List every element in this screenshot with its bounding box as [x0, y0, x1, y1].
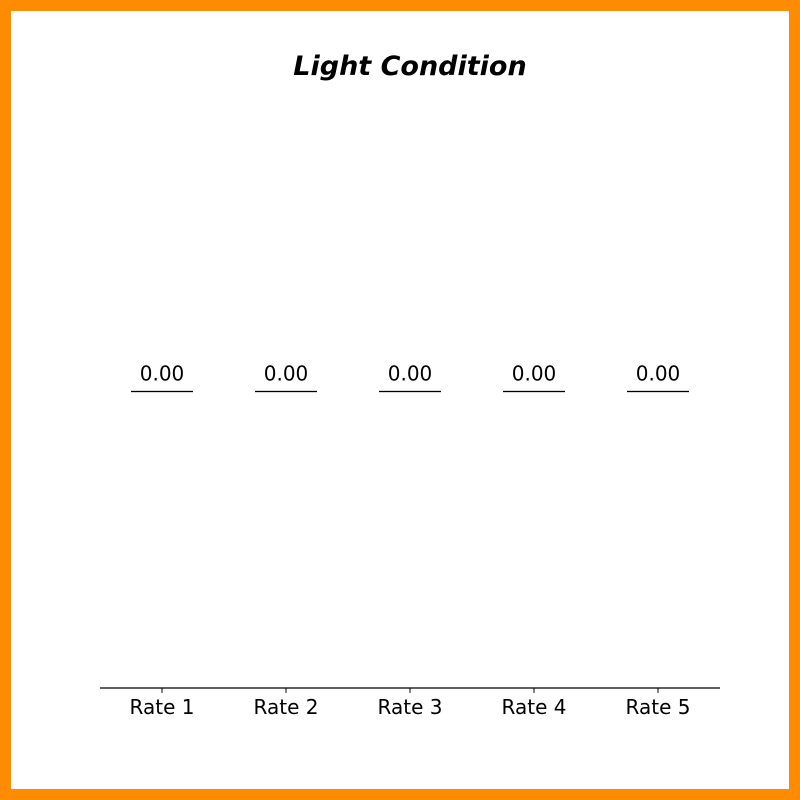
- bar: [503, 390, 565, 393]
- plot-area: 0.00 Rate 1 0.00 Rate 2 0.00 Rate 3 0.00 Rate 4…: [100, 362, 720, 719]
- bar: [131, 390, 193, 393]
- x-tick-label: Rate 2: [254, 695, 319, 719]
- x-tick-label: Rate 3: [378, 695, 443, 719]
- data-label: 0.00: [388, 362, 433, 386]
- data-label: 0.00: [512, 362, 557, 386]
- x-tick-label: Rate 4: [502, 695, 567, 719]
- x-tick-label: Rate 1: [130, 695, 195, 719]
- bar: [379, 390, 441, 393]
- x-tick-label: Rate 5: [626, 695, 691, 719]
- chart-title: Light Condition: [293, 51, 526, 82]
- data-label: 0.00: [636, 362, 681, 386]
- data-label: 0.00: [264, 362, 309, 386]
- data-label: 0.00: [140, 362, 185, 386]
- bar: [627, 390, 689, 393]
- bar: [255, 390, 317, 393]
